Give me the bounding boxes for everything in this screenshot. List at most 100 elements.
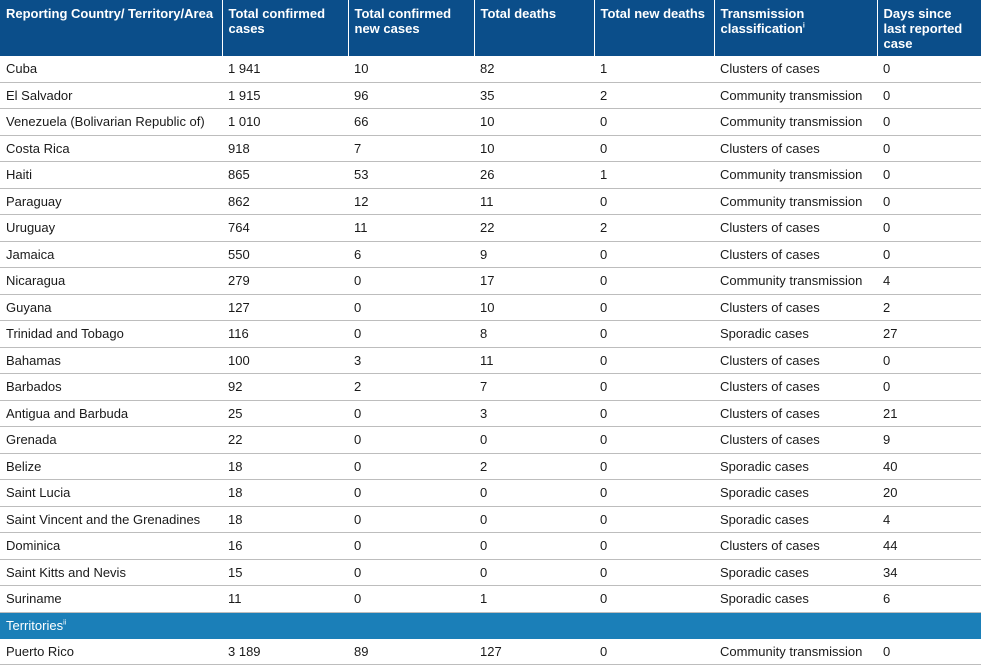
cell-days-since: 27 — [877, 320, 981, 348]
cell-country: Saint Lucia — [0, 479, 222, 507]
cell-total-deaths: 11 — [474, 188, 594, 215]
cell-total-deaths: 10 — [474, 135, 594, 162]
cell-total-cases: 92 — [222, 373, 348, 401]
cell-total-deaths: 0 — [474, 426, 594, 454]
table-row: Venezuela (Bolivarian Republic of) 1 010 6… — [0, 108, 981, 136]
cell-days-since: 9 — [877, 426, 981, 454]
table-row: Jamaica 550 6 9 0 Clusters of cases 0 — [0, 241, 981, 268]
section-row: Territoriesii — [0, 612, 981, 639]
cell-transmission: Community transmission — [714, 108, 877, 136]
cell-new-cases: 0 — [348, 479, 474, 507]
cell-total-deaths: 127 — [474, 638, 594, 665]
cell-new-deaths: 1 — [594, 56, 714, 83]
table-row: Dominica 16 0 0 0 Clusters of cases 44 — [0, 532, 981, 560]
cell-total-deaths: 26 — [474, 161, 594, 189]
cell-new-cases: 6 — [348, 241, 474, 268]
cell-total-cases: 918 — [222, 135, 348, 162]
table-row: Guyana 127 0 10 0 Clusters of cases 2 — [0, 294, 981, 321]
cell-total-cases: 15 — [222, 559, 348, 586]
cell-days-since: 0 — [877, 82, 981, 109]
table-row: Grenada 22 0 0 0 Clusters of cases 9 — [0, 426, 981, 454]
table-row: Belize 18 0 2 0 Sporadic cases 40 — [0, 453, 981, 480]
cell-total-cases: 25 — [222, 400, 348, 427]
territory-rows: Puerto Rico 3 189 89 127 0 Community transmis… — [0, 638, 981, 665]
cell-new-deaths: 0 — [594, 188, 714, 215]
table-row: Haiti 865 53 26 1 Community transmission 0 — [0, 161, 981, 189]
cell-total-deaths: 9 — [474, 241, 594, 268]
cell-country: Guyana — [0, 294, 222, 321]
cell-new-deaths: 2 — [594, 82, 714, 109]
cell-new-cases: 53 — [348, 161, 474, 189]
cell-country: Suriname — [0, 585, 222, 613]
cell-total-deaths: 3 — [474, 400, 594, 427]
cell-country: Paraguay — [0, 188, 222, 215]
cell-new-cases: 0 — [348, 585, 474, 613]
cell-transmission: Clusters of cases — [714, 400, 877, 427]
cell-transmission: Sporadic cases — [714, 479, 877, 507]
table-row: Barbados 92 2 7 0 Clusters of cases 0 — [0, 373, 981, 401]
cell-new-deaths: 0 — [594, 400, 714, 427]
cell-days-since: 0 — [877, 373, 981, 401]
cell-days-since: 20 — [877, 479, 981, 507]
cell-new-deaths: 0 — [594, 585, 714, 613]
table-row: El Salvador 1 915 96 35 2 Community transmiss… — [0, 82, 981, 109]
cell-days-since: 0 — [877, 108, 981, 136]
cell-days-since: 0 — [877, 638, 981, 665]
cell-days-since: 21 — [877, 400, 981, 427]
cell-total-deaths: 7 — [474, 373, 594, 401]
cell-new-cases: 0 — [348, 320, 474, 348]
cell-total-deaths: 10 — [474, 108, 594, 136]
cell-new-deaths: 0 — [594, 453, 714, 480]
cell-transmission: Community transmission — [714, 82, 877, 109]
cell-new-cases: 3 — [348, 347, 474, 374]
cell-new-cases: 96 — [348, 82, 474, 109]
cell-transmission: Clusters of cases — [714, 241, 877, 268]
cell-new-deaths: 0 — [594, 267, 714, 295]
header-new-deaths: Total new deaths — [594, 0, 715, 56]
cell-transmission: Clusters of cases — [714, 532, 877, 560]
cell-days-since: 2 — [877, 294, 981, 321]
cell-total-cases: 550 — [222, 241, 348, 268]
cell-transmission: Sporadic cases — [714, 320, 877, 348]
table-row: Trinidad and Tobago 116 0 8 0 Sporadic cases 2… — [0, 320, 981, 348]
cell-days-since: 40 — [877, 453, 981, 480]
table-row: Uruguay 764 11 22 2 Clusters of cases 0 — [0, 214, 981, 242]
cell-new-deaths: 2 — [594, 214, 714, 242]
cell-total-cases: 1 941 — [222, 56, 348, 83]
header-row: Reporting Country/ Territory/Area Total … — [0, 0, 981, 56]
cell-transmission: Clusters of cases — [714, 426, 877, 454]
cell-total-deaths: 10 — [474, 294, 594, 321]
cell-new-cases: 7 — [348, 135, 474, 162]
table-row: Cuba 1 941 10 82 1 Clusters of cases 0 — [0, 56, 981, 83]
cell-new-deaths: 0 — [594, 108, 714, 136]
table-row: Puerto Rico 3 189 89 127 0 Community transmis… — [0, 638, 981, 665]
header-days-since: Days since last reported case — [877, 0, 981, 56]
cell-country: Grenada — [0, 426, 222, 454]
cell-total-cases: 865 — [222, 161, 348, 189]
cell-country: Bahamas — [0, 347, 222, 374]
cell-total-cases: 116 — [222, 320, 348, 348]
cell-country: Jamaica — [0, 241, 222, 268]
table-row: Saint Lucia 18 0 0 0 Sporadic cases 20 — [0, 479, 981, 507]
cell-total-deaths: 0 — [474, 479, 594, 507]
cell-transmission: Community transmission — [714, 161, 877, 189]
cell-new-deaths: 0 — [594, 638, 714, 665]
cell-country: Belize — [0, 453, 222, 480]
cell-days-since: 0 — [877, 161, 981, 189]
table-row: Nicaragua 279 0 17 0 Community transmission 4 — [0, 267, 981, 295]
cell-new-cases: 2 — [348, 373, 474, 401]
cell-new-cases: 12 — [348, 188, 474, 215]
cell-country: Antigua and Barbuda — [0, 400, 222, 427]
cell-total-cases: 18 — [222, 453, 348, 480]
cell-total-cases: 764 — [222, 214, 348, 242]
table-row: Paraguay 862 12 11 0 Community transmission 0 — [0, 188, 981, 215]
cell-total-cases: 1 010 — [222, 108, 348, 136]
cell-new-deaths: 0 — [594, 559, 714, 586]
cell-total-cases: 100 — [222, 347, 348, 374]
cell-country: Dominica — [0, 532, 222, 560]
cell-total-cases: 18 — [222, 479, 348, 507]
cell-transmission: Clusters of cases — [714, 373, 877, 401]
cell-country: Costa Rica — [0, 135, 222, 162]
cell-total-deaths: 82 — [474, 56, 594, 83]
cell-new-deaths: 0 — [594, 506, 714, 533]
